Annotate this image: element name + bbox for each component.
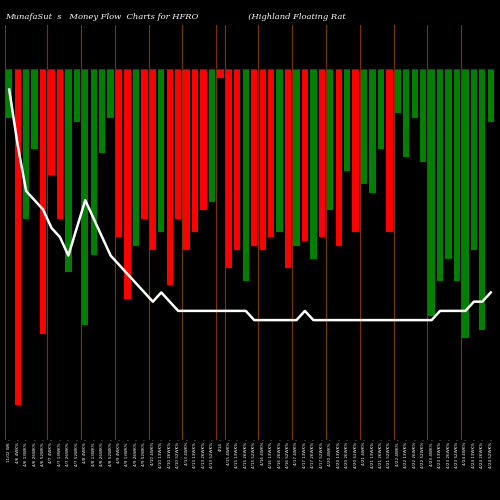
- Bar: [99, 69, 105, 153]
- Bar: [378, 69, 384, 148]
- Bar: [141, 69, 148, 220]
- Bar: [420, 69, 426, 162]
- Bar: [462, 69, 468, 338]
- Bar: [318, 69, 325, 237]
- Bar: [82, 69, 88, 325]
- Bar: [14, 69, 21, 404]
- Bar: [158, 69, 164, 232]
- Bar: [386, 69, 392, 232]
- Bar: [352, 69, 359, 232]
- Bar: [32, 69, 38, 148]
- Text: MunafaSut  s   Money Flow  Charts for HFRO                   (Highland Floating : MunafaSut s Money Flow Charts for HFRO (…: [5, 13, 346, 21]
- Bar: [116, 69, 122, 237]
- Bar: [175, 69, 182, 220]
- Bar: [242, 69, 249, 281]
- Bar: [285, 69, 291, 268]
- Bar: [336, 69, 342, 246]
- Bar: [294, 69, 300, 246]
- Bar: [56, 69, 63, 220]
- Bar: [268, 69, 274, 237]
- Bar: [6, 69, 12, 117]
- Bar: [108, 69, 114, 117]
- Bar: [166, 69, 173, 286]
- Bar: [133, 69, 139, 246]
- Bar: [370, 69, 376, 193]
- Bar: [428, 69, 435, 316]
- Bar: [23, 69, 30, 220]
- Bar: [251, 69, 258, 246]
- Bar: [412, 69, 418, 117]
- Bar: [209, 69, 215, 202]
- Bar: [488, 69, 494, 122]
- Bar: [310, 69, 316, 259]
- Bar: [40, 69, 46, 334]
- Bar: [260, 69, 266, 250]
- Bar: [226, 69, 232, 268]
- Bar: [48, 69, 54, 175]
- Bar: [124, 69, 130, 298]
- Bar: [403, 69, 409, 158]
- Bar: [192, 69, 198, 232]
- Bar: [150, 69, 156, 250]
- Bar: [344, 69, 350, 170]
- Bar: [200, 69, 206, 210]
- Bar: [184, 69, 190, 250]
- Bar: [234, 69, 240, 250]
- Bar: [65, 69, 71, 272]
- Bar: [302, 69, 308, 242]
- Bar: [74, 69, 80, 122]
- Bar: [437, 69, 444, 281]
- Bar: [470, 69, 477, 250]
- Bar: [276, 69, 282, 232]
- Bar: [361, 69, 367, 184]
- Bar: [479, 69, 486, 330]
- Bar: [454, 69, 460, 281]
- Bar: [394, 69, 401, 114]
- Bar: [327, 69, 334, 210]
- Bar: [218, 69, 224, 78]
- Bar: [446, 69, 452, 259]
- Bar: [90, 69, 97, 254]
